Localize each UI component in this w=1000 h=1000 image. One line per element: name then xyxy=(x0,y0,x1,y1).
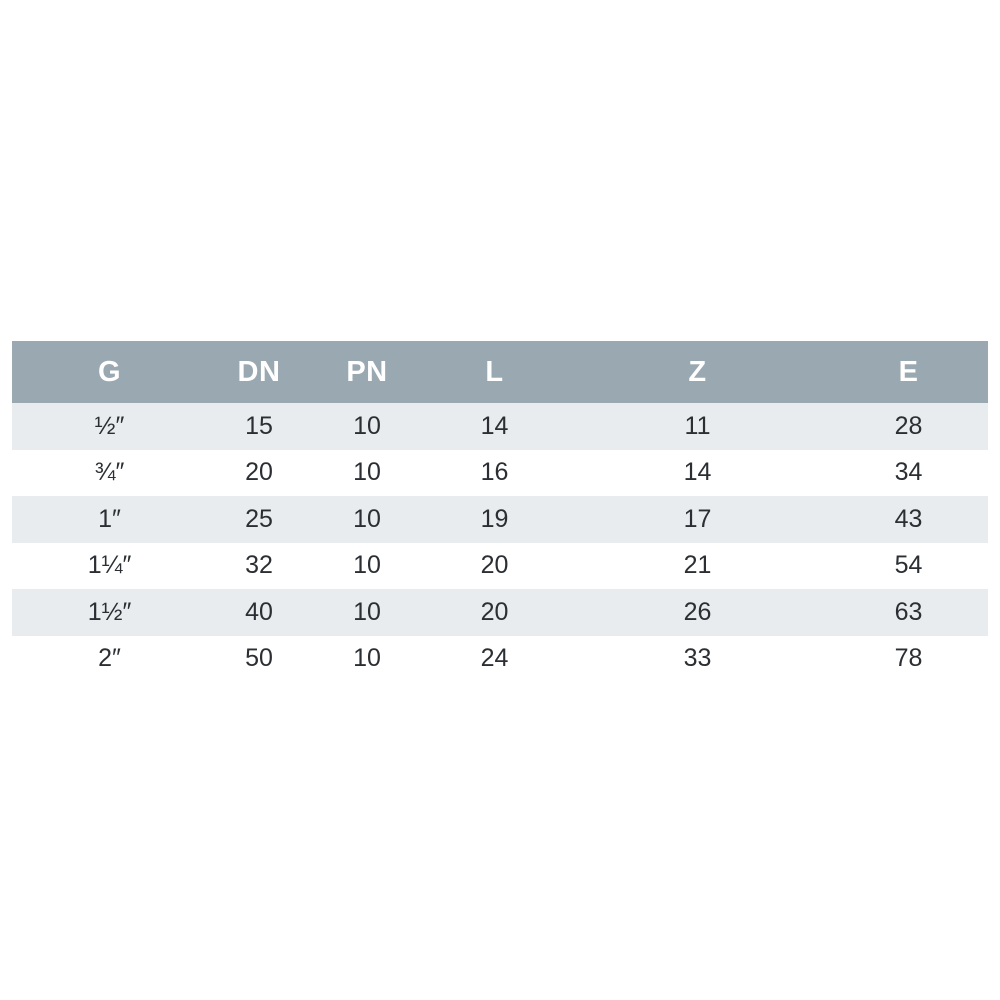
table-row: 1½″ 40 10 20 26 63 xyxy=(12,589,988,636)
table-row: ½″ 15 10 14 11 28 xyxy=(12,403,988,450)
cell-pn: 10 xyxy=(311,496,423,543)
cell-dn: 25 xyxy=(207,496,311,543)
column-header-e: E xyxy=(829,341,988,403)
cell-z: 33 xyxy=(566,635,829,682)
cell-dn: 20 xyxy=(207,449,311,496)
cell-g: ¾″ xyxy=(12,449,207,496)
table-header: G DN PN L Z E xyxy=(12,341,988,403)
cell-l: 19 xyxy=(423,496,566,543)
cell-dn: 32 xyxy=(207,542,311,589)
cell-pn: 10 xyxy=(311,449,423,496)
table-header-row: G DN PN L Z E xyxy=(12,341,988,403)
cell-e: 78 xyxy=(829,635,988,682)
cell-l: 20 xyxy=(423,589,566,636)
table-row: 2″ 50 10 24 33 78 xyxy=(12,635,988,682)
cell-z: 21 xyxy=(566,542,829,589)
table-row: ¾″ 20 10 16 14 34 xyxy=(12,449,988,496)
cell-pn: 10 xyxy=(311,542,423,589)
cell-g: 1″ xyxy=(12,496,207,543)
cell-pn: 10 xyxy=(311,403,423,450)
cell-e: 28 xyxy=(829,403,988,450)
column-header-l: L xyxy=(423,341,566,403)
cell-g: 2″ xyxy=(12,635,207,682)
cell-e: 63 xyxy=(829,589,988,636)
cell-g: 1½″ xyxy=(12,589,207,636)
cell-z: 26 xyxy=(566,589,829,636)
table-body: ½″ 15 10 14 11 28 ¾″ 20 10 16 14 34 1″ 2… xyxy=(12,403,988,682)
cell-pn: 10 xyxy=(311,589,423,636)
cell-dn: 40 xyxy=(207,589,311,636)
cell-l: 16 xyxy=(423,449,566,496)
table-row: 1¼″ 32 10 20 21 54 xyxy=(12,542,988,589)
cell-g: 1¼″ xyxy=(12,542,207,589)
cell-pn: 10 xyxy=(311,635,423,682)
cell-e: 54 xyxy=(829,542,988,589)
column-header-pn: PN xyxy=(311,341,423,403)
spec-table-container: G DN PN L Z E ½″ 15 10 14 11 28 ¾″ 20 10… xyxy=(12,341,988,682)
pipe-fitting-dimensions-table: G DN PN L Z E ½″ 15 10 14 11 28 ¾″ 20 10… xyxy=(12,341,988,682)
cell-z: 14 xyxy=(566,449,829,496)
cell-z: 11 xyxy=(566,403,829,450)
cell-l: 20 xyxy=(423,542,566,589)
cell-g: ½″ xyxy=(12,403,207,450)
cell-e: 43 xyxy=(829,496,988,543)
cell-z: 17 xyxy=(566,496,829,543)
column-header-g: G xyxy=(12,341,207,403)
cell-dn: 15 xyxy=(207,403,311,450)
cell-l: 24 xyxy=(423,635,566,682)
cell-dn: 50 xyxy=(207,635,311,682)
column-header-dn: DN xyxy=(207,341,311,403)
cell-e: 34 xyxy=(829,449,988,496)
cell-l: 14 xyxy=(423,403,566,450)
table-row: 1″ 25 10 19 17 43 xyxy=(12,496,988,543)
column-header-z: Z xyxy=(566,341,829,403)
